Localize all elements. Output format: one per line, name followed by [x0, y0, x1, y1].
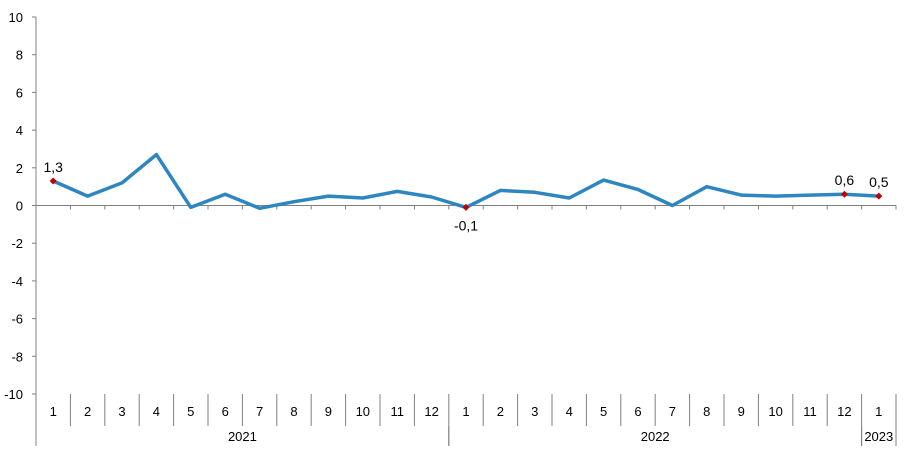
y-tick-label: 2 [16, 161, 23, 176]
x-tick-label: 9 [738, 404, 745, 419]
x-tick-label: 2 [497, 404, 504, 419]
data-label: 0,6 [835, 172, 855, 188]
y-tick-label: 4 [16, 123, 23, 138]
y-tick-label: 0 [16, 199, 23, 214]
x-tick-label: 6 [222, 404, 229, 419]
x-tick-label: 1 [875, 404, 882, 419]
data-point-marker [49, 177, 57, 185]
x-tick-label: 3 [118, 404, 125, 419]
x-tick-label: 10 [356, 404, 370, 419]
x-tick-label: 8 [703, 404, 710, 419]
x-tick-label: 4 [153, 404, 160, 419]
series-line [51, 152, 881, 211]
data-point-marker [875, 192, 883, 200]
x-tick-label: 4 [566, 404, 573, 419]
y-tick-label: -2 [11, 236, 23, 251]
x-tick-label: 11 [803, 404, 817, 419]
year-label: 2023 [864, 429, 893, 444]
markers-layer [49, 177, 883, 211]
y-tick-label: -10 [4, 387, 23, 402]
x-tick-label: 12 [424, 404, 438, 419]
y-tick-label: -8 [11, 349, 23, 364]
x-tick-label: 8 [290, 404, 297, 419]
data-point-marker [462, 203, 470, 211]
x-tick-label: 9 [325, 404, 332, 419]
y-axis: 10 8 6 4 2 0 -2 -4 -6 -8 -10 [4, 10, 37, 402]
x-tick-label: 12 [837, 404, 851, 419]
x-tick-label: 5 [600, 404, 607, 419]
series-layer [51, 152, 881, 211]
x-tick-label: 6 [634, 404, 641, 419]
data-point-marker [840, 190, 848, 198]
x-tick-label: 2 [84, 404, 91, 419]
x-tick-label: 1 [462, 404, 469, 419]
year-label: 2022 [641, 429, 670, 444]
y-tick-label: 8 [16, 48, 23, 63]
x-tick-label: 10 [768, 404, 782, 419]
x-tick-label: 1 [50, 404, 57, 419]
y-tick-label: 10 [9, 10, 23, 25]
data-labels-layer: 1,3 -0,1 0,6 0,5 [43, 159, 888, 233]
x-tick-label: 11 [390, 404, 404, 419]
x-tick-label: 7 [256, 404, 263, 419]
x-tick-label: 7 [669, 404, 676, 419]
data-label: 1,3 [43, 159, 63, 175]
y-tick-label: 6 [16, 85, 23, 100]
x-tick-label: 3 [531, 404, 538, 419]
x-tick-label: 5 [187, 404, 194, 419]
data-label: 0,5 [869, 174, 889, 190]
year-label: 2021 [228, 429, 257, 444]
data-label: -0,1 [454, 217, 478, 233]
y-tick-label: -6 [11, 312, 23, 327]
y-tick-label: -4 [11, 274, 23, 289]
